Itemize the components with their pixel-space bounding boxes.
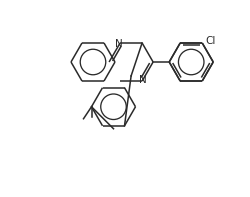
Text: Cl: Cl (204, 36, 215, 46)
Text: N: N (139, 75, 146, 85)
Text: N: N (115, 39, 122, 49)
